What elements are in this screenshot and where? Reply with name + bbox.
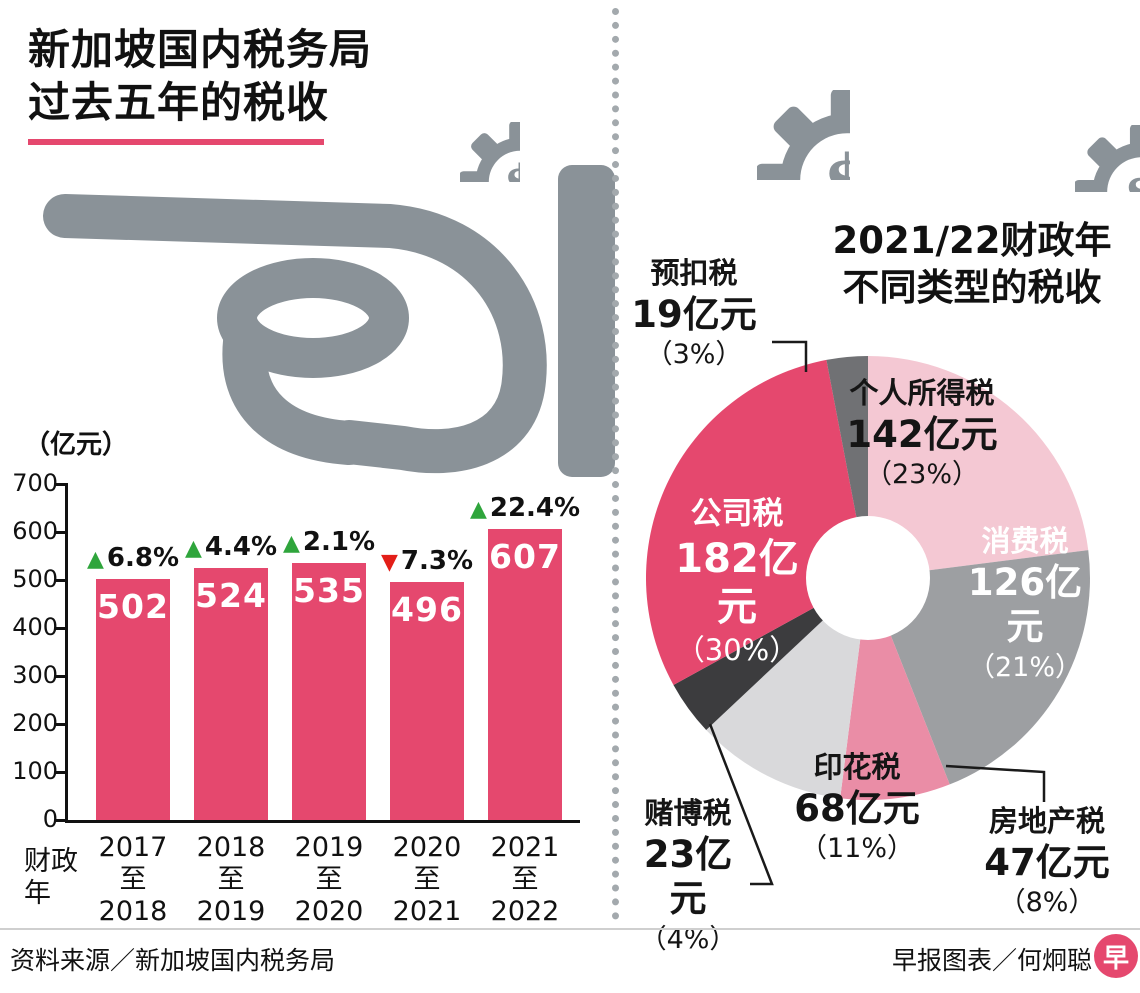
y-tick-mark (54, 819, 68, 822)
slice-pct: （3%） (645, 339, 743, 371)
bar: 502 (96, 579, 170, 820)
bar: 496 (390, 581, 464, 820)
slice-value: 182亿元 (675, 536, 799, 631)
down-triangle-icon: ▼ (380, 549, 398, 575)
pie-chart-title: 2021/22财政年 不同类型的税收 (826, 218, 1118, 311)
page-title-line2: 过去五年的税收 (28, 77, 330, 127)
up-triangle-icon: ▲ (86, 547, 104, 573)
slice-name: 个人所得税 (849, 376, 995, 410)
pie-label-consumption-tax: 消费税 126亿元 （21%） (958, 524, 1092, 684)
bar: 607 (488, 528, 562, 820)
pie-chart (638, 348, 1098, 808)
bar-change-label: ▲ 4.4% (169, 532, 293, 562)
slice-pct: （8%） (998, 887, 1096, 919)
bar-change-label: ▲ 6.8% (71, 543, 195, 573)
bar-change-label: ▲ 22.4% (463, 493, 587, 523)
gear-dollar-icon (664, 0, 850, 180)
change-percent: 22.4% (489, 492, 581, 523)
hand-receiving-money-icon (15, 150, 615, 480)
pie-label-betting-tax: 赌博税 23亿元 （4%） (626, 796, 750, 956)
x-category-label: 2017 至 2018 (98, 832, 168, 927)
change-percent: 4.4% (204, 532, 278, 563)
change-percent: 2.1% (302, 527, 376, 558)
y-tick-mark (54, 627, 68, 630)
pie-title-line2: 不同类型的税收 (842, 265, 1102, 309)
change-percent: 7.3% (400, 545, 474, 576)
x-category-label: 2019 至 2020 (294, 832, 364, 927)
slice-pct: （30%） (675, 633, 799, 668)
y-axis-unit-label: （亿元） (24, 430, 129, 460)
y-tick-label: 400 (12, 613, 58, 641)
bar-change-label: ▼ 7.3% (365, 546, 489, 576)
slice-value: 19亿元 (631, 292, 757, 336)
y-tick-label: 100 (12, 757, 58, 785)
bar: 524 (194, 568, 268, 820)
slice-pct: （23%） (864, 459, 979, 491)
y-tick-mark (54, 723, 68, 726)
pie-label-withholding-tax: 预扣税 19亿元 （3%） (618, 256, 770, 372)
slice-value: 68亿元 (794, 786, 920, 830)
slice-name: 预扣税 (650, 256, 738, 290)
dotted-divider (612, 8, 619, 920)
y-tick-mark (54, 579, 68, 582)
pie-svg (645, 356, 1090, 800)
y-tick-label: 600 (12, 517, 58, 545)
change-percent: 6.8% (106, 543, 180, 574)
bar-value-label: 607 (489, 536, 561, 576)
x-axis-title: 财政年 (24, 846, 78, 910)
footer-divider (0, 928, 1140, 930)
y-tick-mark (54, 483, 68, 486)
x-category-label: 2020 至 2021 (392, 832, 462, 927)
pie-slice (868, 356, 1089, 578)
up-triangle-icon: ▲ (282, 531, 300, 557)
slice-pct: （11%） (799, 833, 914, 865)
slice-name: 消费税 (981, 524, 1069, 558)
slice-value: 47亿元 (984, 840, 1110, 884)
slice-value: 142亿元 (846, 412, 998, 456)
pie-label-personal-income-tax: 个人所得税 142亿元 （23%） (842, 376, 1002, 492)
page-title: 新加坡国内税务局 过去五年的税收 (28, 24, 372, 145)
title-underline (28, 139, 324, 145)
x-category-label: 2018 至 2019 (196, 832, 266, 927)
slice-name: 印花税 (813, 750, 901, 784)
y-tick-mark (54, 675, 68, 678)
y-tick-label: 500 (12, 565, 58, 593)
y-tick-label: 0 (42, 805, 58, 833)
up-triangle-icon: ▲ (184, 536, 202, 562)
donut-hole (806, 516, 930, 640)
y-tick-label: 300 (12, 661, 58, 689)
y-tick-mark (54, 531, 68, 534)
y-tick-label: 200 (12, 709, 58, 737)
x-category-label: 2021 至 2022 (490, 832, 560, 927)
slice-name: 公司税 (690, 496, 784, 532)
bar-value-label: 502 (97, 587, 169, 627)
credit-text: 早报图表／何炯聪 (891, 946, 1092, 975)
pie-slice (868, 550, 1090, 785)
bar-plot: 0 100 200 300 400 500 600 700 502 ▲ 6.8% 2017 至 2018 5… (12, 469, 580, 927)
pie-title-line1: 2021/22财政年 (832, 219, 1112, 262)
pie-label-property-tax: 房地产税 47亿元 （8%） (974, 804, 1120, 920)
zaobao-logo: 早 (1094, 934, 1138, 978)
up-triangle-icon: ▲ (469, 496, 487, 522)
bar-change-label: ▲ 2.1% (267, 527, 391, 557)
bar-value-label: 524 (195, 576, 267, 616)
slice-pct: （21%） (967, 651, 1082, 683)
bar-value-label: 535 (293, 571, 365, 611)
y-tick-label: 700 (12, 469, 58, 497)
slice-value: 23亿元 (643, 832, 733, 921)
y-tick-mark (54, 771, 68, 774)
bar: 535 (292, 563, 366, 820)
source-text: 资料来源／新加坡国内税务局 (10, 946, 336, 975)
slice-name: 房地产税 (988, 804, 1105, 838)
slice-name: 赌博税 (644, 796, 732, 830)
pie-label-stamp-duty: 印花税 68亿元 （11%） (794, 750, 920, 866)
pie-label-corporate-tax: 公司税 182亿元 （30%） (672, 496, 802, 668)
bar-value-label: 496 (391, 589, 463, 629)
gear-dollar-icon (1008, 58, 1140, 192)
slice-value: 126亿元 (967, 560, 1083, 649)
page-title-line1: 新加坡国内税务局 (28, 25, 373, 74)
